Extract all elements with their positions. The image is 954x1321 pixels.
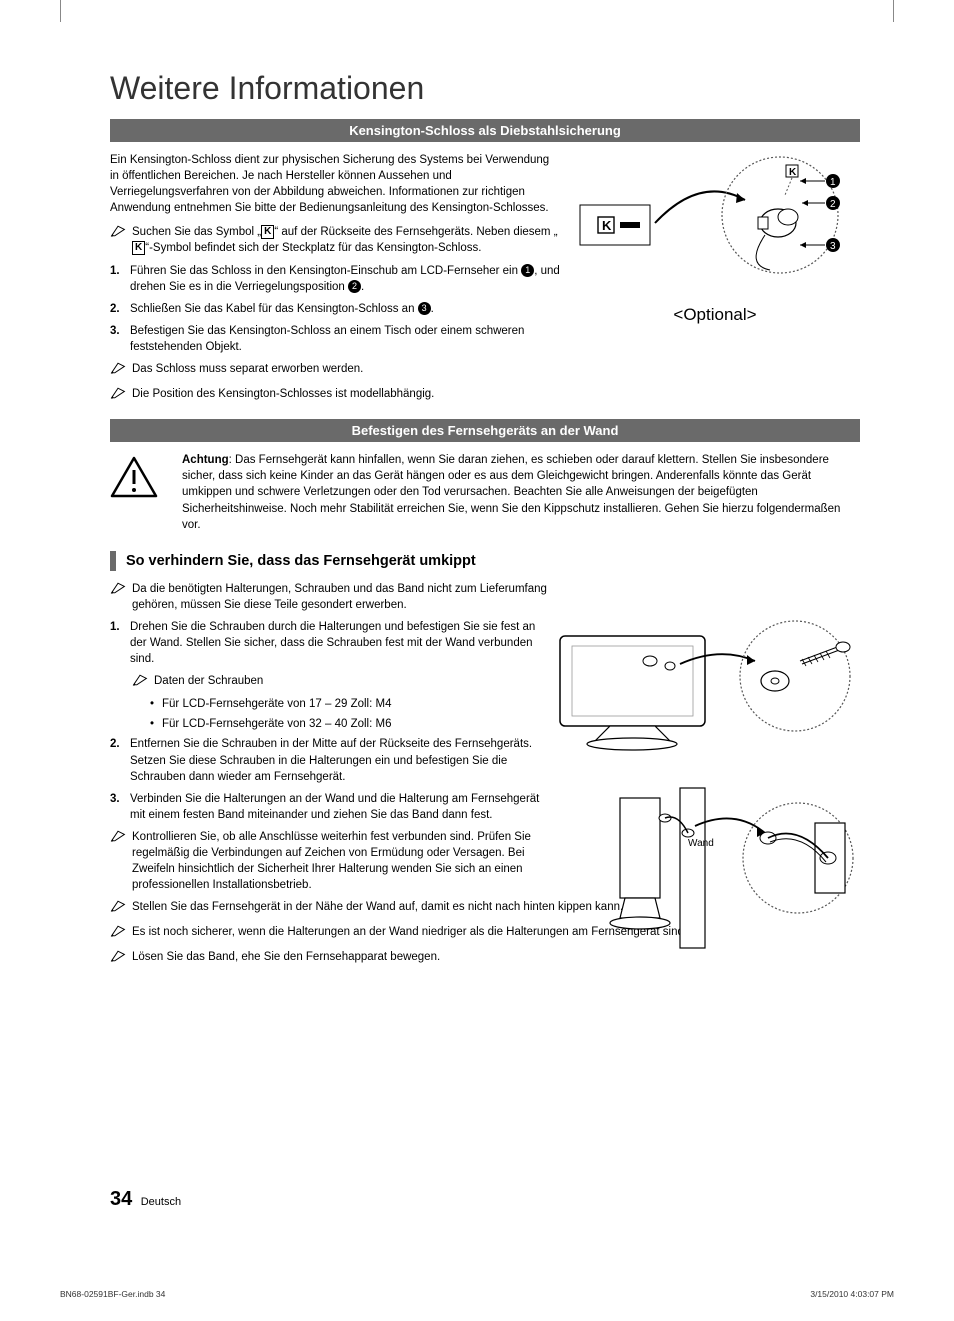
kensington-figure: K K 1 2 3 <Op: [570, 145, 860, 325]
warning-icon: [110, 456, 166, 503]
step-text: Entfernen Sie die Schrauben in der Mitte…: [130, 736, 550, 784]
svg-text:K: K: [789, 167, 797, 178]
note-parts-not-included: Da die benötigten Halterungen, Schrauben…: [110, 581, 550, 613]
step-number: 2.: [110, 301, 130, 317]
section-2-header: Befestigen des Fernsehgeräts an der Wand: [110, 419, 860, 442]
mount-step-2: 2. Entfernen Sie die Schrauben in der Mi…: [110, 736, 550, 784]
note-icon: [110, 924, 128, 943]
crop-marks: [0, 0, 954, 8]
optional-label: <Optional>: [570, 305, 860, 325]
step-number: 3.: [110, 791, 130, 823]
bullet-m6: • Für LCD-Fernsehgeräte von 32 – 40 Zoll…: [110, 716, 550, 732]
wall-label: Wand: [688, 838, 714, 849]
callout-2-icon: 2: [348, 280, 361, 293]
print-file: BN68-02591BF-Ger.indb 34: [60, 1289, 165, 1299]
section-1-intro: Ein Kensington-Schloss dient zur physisc…: [110, 152, 560, 216]
warning-box: Achtung: Das Fernsehgerät kann hinfallen…: [110, 452, 860, 532]
subhead-bar-icon: [110, 551, 116, 571]
step-1: 1. Führen Sie das Schloss in den Kensing…: [110, 263, 560, 295]
step-number: 1.: [110, 619, 130, 667]
step-text: Schließen Sie das Kabel für das Kensingt…: [130, 301, 434, 317]
svg-text:1: 1: [830, 177, 836, 188]
note-icon: [132, 673, 150, 692]
note-separate-purchase: Das Schloss muss separat erworben werden…: [110, 361, 860, 380]
mount-step-3: 3. Verbinden Sie die Halterungen an der …: [110, 791, 550, 823]
mount-step-1: 1. Drehen Sie die Schrauben durch die Ha…: [110, 619, 550, 667]
k-symbol-icon: K: [132, 241, 145, 255]
k-symbol-icon: K: [261, 225, 274, 239]
warning-label: Achtung: [182, 454, 229, 466]
page-language: Deutsch: [141, 1196, 181, 1208]
note-icon: [110, 224, 128, 243]
wall-mount-figure-1: [550, 606, 860, 776]
step-text: Befestigen Sie das Kensington-Schloss an…: [130, 323, 560, 355]
note-text: Das Schloss muss separat erworben werden…: [132, 361, 363, 377]
wall-mount-figure-2: Wand: [550, 778, 860, 958]
step-text: Drehen Sie die Schrauben durch die Halte…: [130, 619, 550, 667]
step-number: 2.: [110, 736, 130, 784]
step-text: Verbinden Sie die Halterungen an der Wan…: [130, 791, 550, 823]
page-number: 34: [110, 1188, 132, 1210]
bullet-icon: •: [150, 716, 162, 732]
note-model-dependent: Die Position des Kensington-Schlosses is…: [110, 386, 860, 405]
step-3: 3. Befestigen Sie das Kensington-Schloss…: [110, 323, 560, 355]
note-icon: [110, 899, 128, 918]
bullet-text: Für LCD-Fernsehgeräte von 17 – 29 Zoll: …: [162, 696, 391, 712]
note-icon: [110, 361, 128, 380]
print-date: 3/15/2010 4:03:07 PM: [810, 1289, 894, 1299]
page-title: Weitere Informationen: [110, 70, 860, 107]
note-text: Suchen Sie das Symbol „K“ auf der Rückse…: [132, 224, 560, 256]
note-icon: [110, 386, 128, 405]
note-text: Die Position des Kensington-Schlosses is…: [132, 386, 434, 402]
note-check-connections: Kontrollieren Sie, ob alle Anschlüsse we…: [110, 829, 550, 893]
subhead: So verhindern Sie, dass das Fernsehgerät…: [126, 553, 476, 569]
step-text: Führen Sie das Schloss in den Kensington…: [130, 263, 560, 295]
kensington-svg: K K 1 2 3: [570, 145, 860, 295]
screw-data-note: Daten der Schrauben: [110, 673, 550, 692]
note-icon: [110, 829, 128, 848]
warning-text: Achtung: Das Fernsehgerät kann hinfallen…: [182, 452, 860, 532]
step-2: 2. Schließen Sie das Kabel für das Kensi…: [110, 301, 560, 317]
step-number: 3.: [110, 323, 130, 355]
callout-1-icon: 1: [521, 264, 534, 277]
note-text: Lösen Sie das Band, ehe Sie den Fernseha…: [132, 949, 440, 965]
note-symbol-search: Suchen Sie das Symbol „K“ auf der Rückse…: [110, 224, 560, 256]
section-1-header: Kensington-Schloss als Diebstahlsicherun…: [110, 119, 860, 142]
svg-text:3: 3: [830, 241, 836, 252]
note-text: Da die benötigten Halterungen, Schrauben…: [132, 581, 550, 613]
page-footer: 34 Deutsch: [110, 1188, 181, 1211]
kensington-steps: 1. Führen Sie das Schloss in den Kensing…: [110, 263, 560, 355]
svg-text:K: K: [602, 218, 612, 233]
note-icon: [110, 949, 128, 968]
note-text: Daten der Schrauben: [154, 673, 263, 692]
callout-3-icon: 3: [418, 302, 431, 315]
step-number: 1.: [110, 263, 130, 295]
bullet-icon: •: [150, 696, 162, 712]
bullet-text: Für LCD-Fernsehgeräte von 32 – 40 Zoll: …: [162, 716, 391, 732]
subhead-row: So verhindern Sie, dass das Fernsehgerät…: [110, 551, 860, 571]
bullet-m4: • Für LCD-Fernsehgeräte von 17 – 29 Zoll…: [110, 696, 550, 712]
svg-text:2: 2: [830, 199, 836, 210]
instructions-column: Da die benötigten Halterungen, Schrauben…: [110, 581, 550, 894]
print-meta: BN68-02591BF-Ger.indb 34 3/15/2010 4:03:…: [60, 1289, 894, 1299]
note-text: Kontrollieren Sie, ob alle Anschlüsse we…: [132, 829, 550, 893]
page-content: Weitere Informationen Kensington-Schloss…: [110, 70, 860, 975]
note-icon: [110, 581, 128, 600]
